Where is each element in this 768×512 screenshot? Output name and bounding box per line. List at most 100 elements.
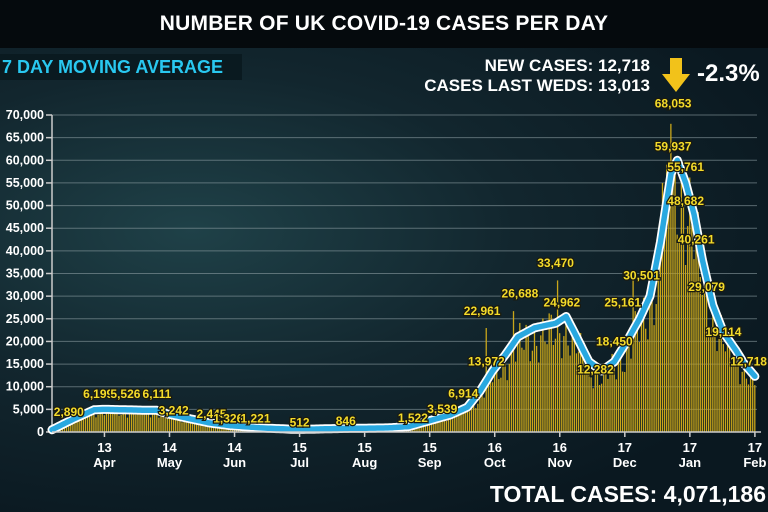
- daily-bar: [506, 380, 508, 432]
- daily-bar: [670, 123, 672, 432]
- data-label: 19,114: [705, 325, 741, 339]
- data-label: 3,242: [159, 403, 189, 417]
- data-label: 25,161: [604, 296, 641, 310]
- daily-bar: [699, 277, 701, 432]
- daily-bar: [483, 397, 485, 432]
- data-label: 3,539: [427, 402, 457, 416]
- daily-bar: [439, 418, 441, 432]
- daily-bar: [458, 411, 460, 432]
- daily-bar: [128, 412, 131, 432]
- daily-bar: [74, 419, 76, 432]
- daily-bar: [573, 325, 576, 432]
- cases-last-weds: CASES LAST WEDS: 13,013: [424, 76, 650, 95]
- daily-bar: [580, 333, 582, 432]
- x-tick-day: 15: [357, 440, 371, 455]
- daily-bar: [731, 364, 733, 432]
- x-tick-day: 17: [618, 440, 632, 455]
- daily-bar: [726, 329, 729, 432]
- daily-bar: [603, 363, 605, 432]
- daily-bar: [619, 352, 622, 432]
- daily-bar: [414, 427, 416, 432]
- daily-bar: [149, 417, 152, 432]
- daily-bar: [674, 156, 676, 433]
- daily-bar: [168, 412, 171, 432]
- daily-bar: [613, 367, 615, 432]
- daily-bar: [116, 408, 118, 432]
- daily-bar: [651, 293, 653, 432]
- data-label: 18,450: [596, 334, 633, 348]
- data-label: 1,522: [398, 411, 428, 425]
- data-label: 6,199: [83, 387, 113, 401]
- daily-bar: [175, 417, 177, 432]
- daily-bar: [120, 414, 122, 432]
- daily-bar: [563, 336, 565, 432]
- daily-bar: [456, 409, 458, 432]
- daily-bar: [196, 422, 198, 432]
- moving-average-label: 7 DAY MOVING AVERAGE: [0, 54, 242, 80]
- daily-bar: [107, 406, 110, 432]
- data-label: 29,079: [688, 280, 725, 294]
- daily-bar: [521, 347, 523, 432]
- data-label: 68,053: [655, 96, 692, 110]
- data-label: 22,961: [464, 304, 501, 318]
- daily-bar: [749, 368, 752, 432]
- daily-bar: [663, 220, 666, 432]
- daily-bar: [525, 324, 527, 432]
- daily-bar: [498, 379, 500, 432]
- daily-bar: [596, 368, 599, 432]
- daily-bar: [93, 411, 95, 432]
- daily-bar: [460, 414, 462, 432]
- daily-bar: [718, 326, 720, 432]
- data-label: 1,221: [241, 412, 271, 426]
- daily-bar: [687, 226, 689, 432]
- data-label: 12,718: [730, 355, 767, 369]
- daily-bar: [139, 407, 141, 432]
- daily-bar: [592, 388, 594, 432]
- daily-bar: [695, 215, 697, 432]
- x-tick-day: 13: [97, 440, 111, 455]
- daily-bar: [200, 419, 202, 432]
- daily-bar: [126, 417, 129, 432]
- daily-bar: [542, 318, 544, 432]
- daily-bar: [615, 379, 617, 432]
- daily-bar: [487, 369, 489, 432]
- daily-bar: [424, 421, 427, 432]
- daily-bar: [101, 411, 103, 432]
- daily-bar: [452, 419, 454, 432]
- y-tick-label: 25,000: [6, 312, 44, 326]
- daily-bar: [605, 364, 607, 432]
- daily-bar: [191, 418, 194, 432]
- daily-bar: [219, 426, 221, 432]
- daily-bar: [170, 413, 173, 432]
- daily-bar: [164, 416, 166, 432]
- daily-bar: [512, 311, 515, 432]
- data-label: 6,914: [448, 387, 478, 401]
- data-label: 24,962: [544, 296, 581, 310]
- y-tick-label: 55,000: [6, 176, 44, 190]
- daily-bar: [470, 402, 473, 432]
- daily-bar: [154, 410, 156, 432]
- daily-bar: [122, 409, 124, 432]
- daily-bar: [676, 234, 678, 432]
- daily-bar: [741, 371, 743, 432]
- daily-bar: [684, 264, 687, 432]
- daily-bar: [628, 340, 630, 432]
- daily-bar: [514, 361, 517, 432]
- daily-bar: [76, 415, 78, 432]
- daily-bar: [653, 325, 655, 432]
- daily-bar: [598, 384, 601, 432]
- daily-bar: [114, 408, 116, 432]
- daily-bar: [141, 413, 143, 432]
- daily-bar: [472, 400, 475, 432]
- daily-bar: [426, 421, 429, 432]
- x-tick-day: 14: [162, 440, 177, 455]
- daily-bar: [722, 344, 724, 432]
- daily-bar: [680, 177, 683, 432]
- daily-bar: [716, 351, 718, 432]
- daily-bar: [668, 206, 670, 432]
- daily-bar: [145, 408, 147, 432]
- daily-bar: [636, 323, 638, 432]
- daily-bar: [693, 259, 695, 432]
- daily-bar: [435, 419, 437, 432]
- daily-bar: [672, 164, 674, 433]
